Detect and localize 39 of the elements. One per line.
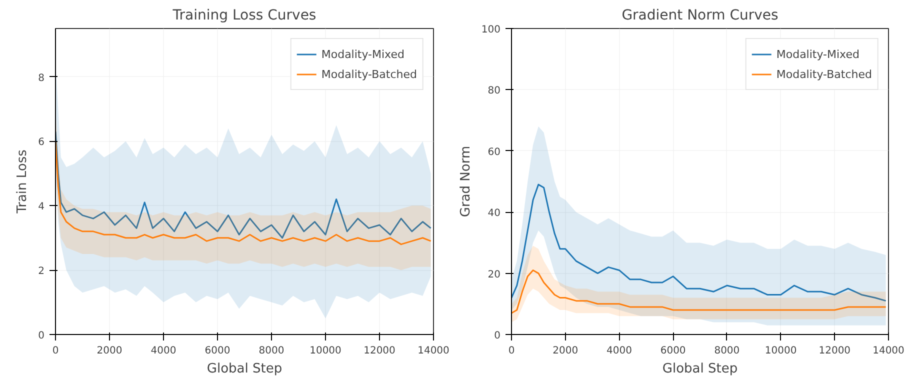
y-tick-label: 40 (488, 208, 501, 220)
x-tick-label: 8000 (258, 346, 284, 356)
x-tick-label: 2000 (96, 346, 122, 356)
x-tick-label: 14000 (872, 346, 904, 356)
y-tick-label: 60 (488, 146, 501, 158)
line-series (512, 184, 887, 302)
legend-label: Modality-Mixed (321, 48, 404, 60)
x-tick-label: 12000 (818, 346, 851, 356)
x-tick-label: 12000 (364, 346, 396, 356)
x-tick-label: 6000 (204, 346, 230, 356)
legend-label: Modality-Batched (776, 68, 872, 80)
line-series (512, 269, 887, 314)
y-axis-title: Train Loss (15, 149, 30, 214)
x-tick-label: 6000 (660, 346, 686, 356)
x-tick-label: 4000 (606, 346, 632, 356)
legend-label: Modality-Mixed (776, 48, 860, 60)
chart-title: Gradient Norm Curves (622, 8, 778, 24)
x-tick-label: 10000 (310, 346, 342, 356)
x-tick-label: 4000 (150, 346, 176, 356)
x-axis-title: Global Step (662, 362, 738, 376)
y-tick-label: 80 (488, 86, 501, 97)
x-tick-label: 14000 (418, 346, 450, 356)
x-axis-title: Global Step (206, 362, 282, 376)
x-tick-label: 2000 (552, 346, 578, 356)
y-axis-title: Grad Norm (458, 146, 474, 218)
x-tick-label: 8000 (714, 346, 740, 356)
y-tick-label: 20 (488, 269, 501, 280)
y-tick-label: 6 (38, 137, 45, 148)
y-tick-label: 4 (38, 202, 45, 213)
x-tick-label: 0 (508, 346, 515, 356)
y-tick-label: 0 (494, 330, 501, 342)
y-tick-label: 8 (38, 72, 45, 84)
x-tick-label: 0 (52, 346, 59, 356)
y-tick-label: 100 (481, 24, 501, 36)
y-tick-label: 0 (38, 330, 45, 342)
chart-title: Training Loss Curves (172, 8, 316, 24)
y-tick-label: 2 (38, 266, 45, 278)
legend-label: Modality-Batched (321, 68, 417, 80)
x-tick-label: 10000 (764, 346, 797, 356)
